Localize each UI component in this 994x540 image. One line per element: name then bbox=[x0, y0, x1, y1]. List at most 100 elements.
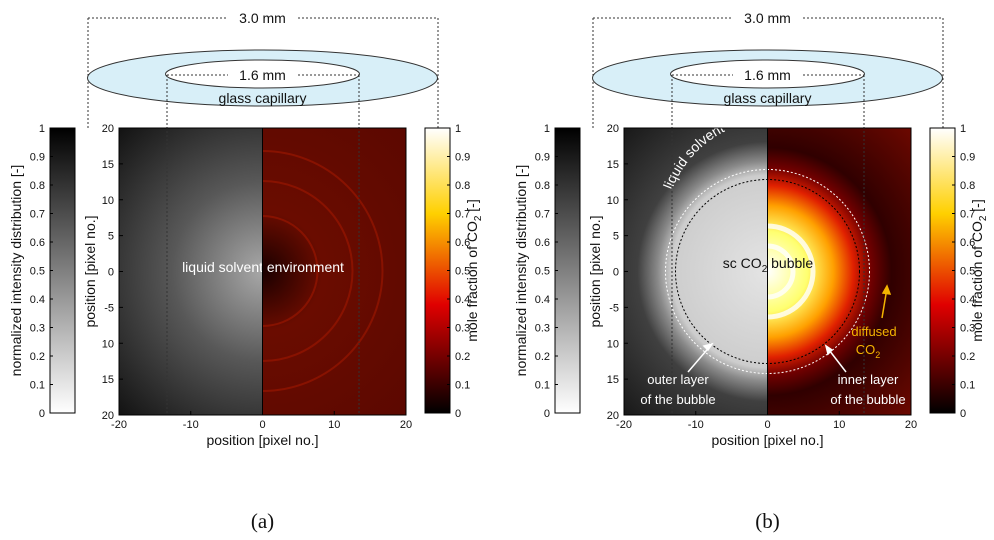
colorbar-tick-label: 1 bbox=[455, 123, 461, 135]
x-tick-label: 20 bbox=[905, 419, 917, 431]
text: mole fraction of CO bbox=[969, 221, 985, 342]
y-tick-label: 10 bbox=[102, 338, 114, 350]
y-tick-label: 15 bbox=[607, 374, 619, 386]
colorbar-label: normalized intensity distribution [-] bbox=[8, 165, 24, 377]
colorbar-tick-label: 0.2 bbox=[30, 351, 45, 363]
x-axis-label: position [pixel no.] bbox=[711, 432, 823, 448]
colorbar-tick-label: 0.8 bbox=[455, 180, 470, 192]
panel-label: (a) bbox=[251, 509, 274, 533]
colorbar bbox=[554, 127, 581, 414]
x-tick-label: -20 bbox=[616, 419, 632, 431]
y-tick-label: 10 bbox=[102, 195, 114, 207]
colorbar-tick-label: 0.1 bbox=[960, 380, 975, 392]
colorbar bbox=[424, 127, 451, 414]
colorbar-tick-label: 0.5 bbox=[455, 266, 470, 278]
y-tick-label: 0 bbox=[613, 267, 619, 279]
colorbar-label: mole fraction of CO2 [-] bbox=[969, 199, 989, 342]
colorbar-tick-label: 0.9 bbox=[30, 152, 45, 164]
text: [-] bbox=[464, 199, 480, 215]
y-tick-label: 10 bbox=[607, 195, 619, 207]
colorbar-tick-label: 0.9 bbox=[960, 152, 975, 164]
x-tick-label: 20 bbox=[400, 419, 412, 431]
colorbar-tick-label: 0.4 bbox=[535, 294, 550, 306]
colorbar-tick-label: 0.6 bbox=[30, 237, 45, 249]
rings bbox=[767, 223, 816, 320]
annotation: inner layer bbox=[838, 372, 899, 387]
y-tick-label: -5 bbox=[104, 302, 114, 314]
x-tick-label: 0 bbox=[764, 419, 770, 431]
capillary-inner bbox=[670, 59, 865, 89]
colorbar-tick-label: 0 bbox=[39, 408, 45, 420]
y-tick-label: 20 bbox=[607, 410, 619, 422]
intensity-image bbox=[624, 128, 768, 415]
x-tick-label: 10 bbox=[833, 419, 845, 431]
x-tick-label: -10 bbox=[183, 419, 199, 431]
y-tick-label: 15 bbox=[102, 159, 114, 171]
inner-diameter: 1.6 mm bbox=[744, 67, 791, 83]
capillary-label: glass capillary bbox=[724, 90, 812, 106]
annotation: diffused bbox=[851, 324, 896, 339]
colorbar-tick-label: 0.3 bbox=[960, 323, 975, 335]
text: bubble bbox=[767, 255, 813, 271]
colorbar-label: normalized intensity distribution [-] bbox=[513, 165, 529, 377]
outer-diameter: 3.0 mm bbox=[744, 10, 791, 26]
colorbar-label: mole fraction of CO2 [-] bbox=[464, 199, 484, 342]
colorbar-tick-label: 0.2 bbox=[960, 351, 975, 363]
colorbar-tick-label: 0.7 bbox=[960, 209, 975, 221]
colorbar-tick-label: 0.5 bbox=[535, 266, 550, 278]
text: 2 bbox=[875, 350, 880, 360]
capillary-inner bbox=[165, 59, 360, 89]
text: 2 bbox=[978, 215, 989, 221]
rings bbox=[262, 150, 384, 392]
annotation: of the bubble bbox=[830, 392, 905, 407]
colorbar-tick-label: 0.4 bbox=[960, 294, 975, 306]
x-tick-label: -10 bbox=[688, 419, 704, 431]
colorbar-tick-label: 0.4 bbox=[455, 294, 470, 306]
colorbar-tick-label: 0.9 bbox=[455, 152, 470, 164]
colorbar-tick-label: 1 bbox=[544, 123, 550, 135]
annotation: of the bubble bbox=[640, 392, 715, 407]
text: CO bbox=[856, 342, 876, 357]
x-tick-label: 0 bbox=[259, 419, 265, 431]
colorbar-tick-label: 0.5 bbox=[960, 266, 975, 278]
colorbar-tick-label: 0.6 bbox=[960, 237, 975, 249]
y-tick-label: 20 bbox=[607, 123, 619, 135]
x-tick-label: -20 bbox=[111, 419, 127, 431]
colorbar-tick-label: 0.3 bbox=[455, 323, 470, 335]
y-axis-label: position [pixel no.] bbox=[587, 215, 603, 327]
x-axis-label: position [pixel no.] bbox=[206, 432, 318, 448]
capillary-label: glass capillary bbox=[219, 90, 307, 106]
x-tick-label: 10 bbox=[328, 419, 340, 431]
colorbar bbox=[49, 127, 76, 414]
outer-diameter: 3.0 mm bbox=[239, 10, 286, 26]
colorbar-tick-label: 0.6 bbox=[535, 237, 550, 249]
colorbar-tick-label: 1 bbox=[39, 123, 45, 135]
colorbar-tick-label: 0 bbox=[544, 408, 550, 420]
colorbar bbox=[929, 127, 956, 414]
y-axis-label: position [pixel no.] bbox=[82, 215, 98, 327]
colorbar-tick-label: 0.5 bbox=[30, 266, 45, 278]
colorbar-tick-label: 0.2 bbox=[535, 351, 550, 363]
colorbar-tick-label: 0.7 bbox=[455, 209, 470, 221]
y-tick-label: 5 bbox=[613, 231, 619, 243]
y-tick-label: 0 bbox=[108, 267, 114, 279]
y-tick-label: -5 bbox=[609, 302, 619, 314]
colorbar-tick-label: 0.8 bbox=[960, 180, 975, 192]
colorbar-tick-label: 0.1 bbox=[30, 380, 45, 392]
annotation: liquid solvent environment bbox=[182, 259, 344, 275]
outer-boundary bbox=[665, 169, 870, 374]
text: sc CO bbox=[723, 255, 762, 271]
panel-label: (b) bbox=[755, 509, 780, 533]
annotation: outer layer bbox=[647, 372, 709, 387]
arrows bbox=[687, 342, 847, 373]
text: 2 bbox=[473, 215, 484, 221]
intensity-image bbox=[119, 128, 263, 415]
colorbar-tick-label: 0.7 bbox=[535, 209, 550, 221]
text: mole fraction of CO bbox=[464, 221, 480, 342]
y-tick-label: 15 bbox=[102, 374, 114, 386]
y-tick-label: 15 bbox=[607, 159, 619, 171]
annotation: sc CO2 bubble bbox=[723, 255, 814, 275]
inner-diameter: 1.6 mm bbox=[239, 67, 286, 83]
y-tick-label: 20 bbox=[102, 123, 114, 135]
